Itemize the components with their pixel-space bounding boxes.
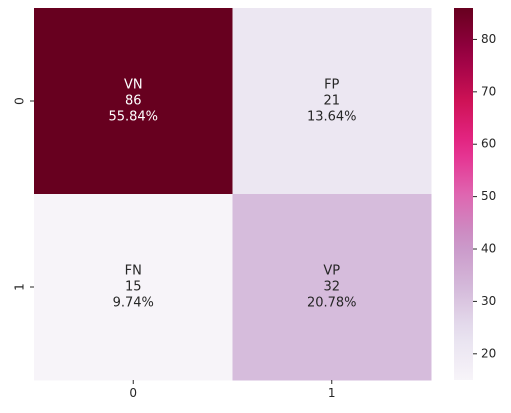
x-tick-label-1: 1: [328, 386, 336, 400]
heatmap-cells: [34, 8, 432, 381]
cell-percent-label-fp: 13.64%: [307, 110, 357, 125]
cell-percent-label-vn: 55.84%: [108, 110, 158, 125]
colorbar-tick-label-4: 60: [481, 137, 496, 151]
cell-percent-label-fn: 9.74%: [113, 296, 154, 311]
colorbar-tick-label-1: 30: [481, 294, 496, 308]
colorbar-tick-label-2: 40: [481, 242, 496, 256]
colorbar-tick-label-6: 80: [481, 32, 496, 46]
cell-count-label-vn: 86: [125, 94, 142, 109]
cell-class-label-fn: FN: [125, 264, 142, 279]
heatmap-cell-fn: [34, 194, 233, 381]
cell-count-label-vp: 32: [323, 280, 340, 295]
cell-class-label-vn: VN: [124, 78, 143, 93]
cell-class-label-fp: FP: [324, 78, 339, 93]
colorbar-tick-label-0: 20: [481, 346, 496, 360]
colorbar-tick-label-3: 50: [481, 189, 496, 203]
colorbar: 20 30 40 50 60 70 80: [454, 8, 496, 380]
y-tick-label-1: 1: [13, 283, 27, 291]
heatmap-cell-fp: [232, 8, 432, 195]
cell-count-label-fp: 21: [323, 94, 340, 109]
cell-count-label-fn: 15: [125, 280, 142, 295]
cell-class-label-vp: VP: [323, 264, 340, 279]
x-tick-label-0: 0: [129, 386, 137, 400]
heatmap-cell-vp: [232, 194, 432, 381]
y-tick-label-0: 0: [13, 97, 27, 105]
colorbar-tick-label-5: 70: [481, 84, 496, 98]
cell-percent-label-vp: 20.78%: [307, 296, 357, 311]
axes: 0 1 0 1: [13, 97, 336, 400]
heatmap-cell-vn: [34, 8, 233, 195]
colorbar-bar: [454, 8, 473, 380]
